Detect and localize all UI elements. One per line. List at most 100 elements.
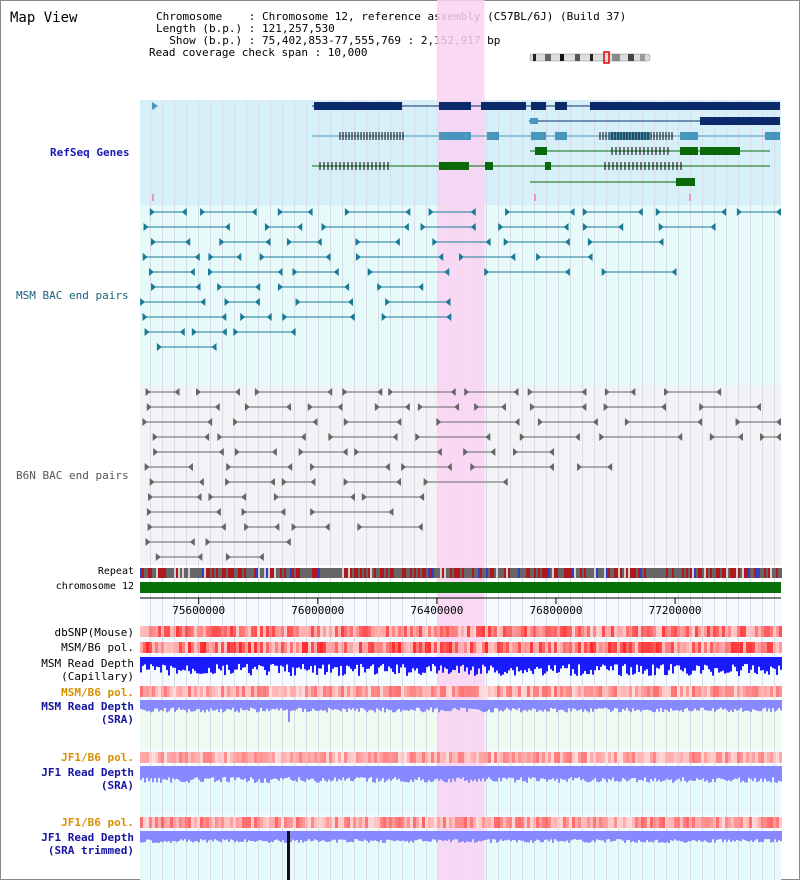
pol-cell — [179, 626, 182, 637]
depth-bar — [474, 657, 476, 676]
pol-cell — [389, 642, 392, 653]
depth-bar — [256, 766, 258, 782]
depth-bar — [156, 831, 158, 843]
pol-cell — [197, 752, 200, 763]
pol-cell — [500, 642, 503, 653]
depth-bar — [660, 766, 662, 782]
depth-bar — [374, 831, 376, 841]
pol-cell — [305, 752, 308, 763]
depth-bar — [294, 700, 296, 711]
depth-bar — [490, 831, 492, 843]
depth-bar — [234, 766, 236, 781]
pol-cell — [512, 626, 515, 637]
depth-bar — [526, 766, 528, 783]
gene-exon — [680, 132, 698, 140]
pol-cell — [266, 752, 269, 763]
bac-end-marker — [200, 298, 206, 306]
pol-cell — [704, 642, 707, 653]
repeat-element — [630, 568, 632, 578]
pol-cell — [353, 752, 356, 763]
depth-bar — [562, 700, 564, 711]
depth-bar — [340, 766, 342, 781]
depth-bar — [654, 700, 656, 713]
depth-bar — [734, 657, 736, 667]
pol-cell — [569, 817, 572, 828]
pol-cell — [572, 752, 575, 763]
depth-bar — [624, 700, 626, 711]
depth-bar — [744, 657, 746, 665]
bac-end-marker — [735, 418, 741, 426]
pol-cell — [140, 752, 143, 763]
depth-bar — [678, 766, 680, 779]
pol-cell — [476, 686, 479, 697]
repeat-element — [538, 568, 540, 578]
pol-cell — [350, 752, 353, 763]
depth-bar — [632, 700, 634, 709]
depth-bar — [688, 831, 690, 842]
depth-bar — [666, 700, 668, 711]
repeat-element — [246, 568, 248, 578]
depth-bar — [148, 766, 150, 782]
repeat-element — [588, 568, 590, 578]
depth-bar — [760, 831, 762, 842]
depth-bar — [218, 657, 220, 669]
gene-exon — [487, 132, 499, 140]
pol-cell — [554, 686, 557, 697]
depth-bar — [590, 700, 592, 709]
pol-cell — [332, 686, 335, 697]
depth-bar — [210, 657, 212, 673]
pol-cell — [431, 686, 434, 697]
depth-bar — [766, 657, 768, 672]
repeat-element — [650, 568, 652, 578]
pol-cell — [695, 686, 698, 697]
depth-bar — [698, 700, 700, 711]
gene-exon — [485, 162, 493, 170]
pol-cell — [548, 686, 551, 697]
depth-bar — [612, 831, 614, 842]
pol-cell — [521, 626, 524, 637]
pol-cell — [617, 686, 620, 697]
depth-bar — [414, 831, 416, 841]
pol-cell — [170, 626, 173, 637]
depth-bar — [344, 700, 346, 710]
depth-bar — [644, 657, 646, 671]
repeat-element — [616, 568, 618, 578]
bac-end-marker — [233, 418, 239, 426]
pol-cell — [464, 642, 467, 653]
depth-bar — [566, 700, 568, 713]
pol-cell — [218, 686, 221, 697]
pol-cell — [689, 686, 692, 697]
depth-bar — [252, 766, 254, 780]
bac-end-marker — [343, 418, 349, 426]
pol-cell — [650, 752, 653, 763]
depth-bar — [462, 657, 464, 665]
depth-bar — [514, 831, 516, 841]
pol-cell — [659, 686, 662, 697]
depth-bar — [420, 657, 422, 675]
depth-bar — [692, 831, 694, 840]
pol-cell — [491, 642, 494, 653]
depth-bar — [604, 831, 606, 843]
depth-bar — [196, 657, 198, 674]
depth-bar — [634, 657, 636, 674]
depth-bar — [308, 657, 310, 670]
depth-bar — [448, 831, 450, 840]
pol-cell — [287, 817, 290, 828]
ideogram-band — [612, 54, 620, 61]
pol-cell — [479, 752, 482, 763]
pol-cell — [173, 642, 176, 653]
repeat-element — [634, 568, 636, 578]
pol-cell — [179, 752, 182, 763]
depth-bar — [298, 700, 300, 708]
repeat-element — [532, 568, 534, 578]
pol-cell — [734, 626, 737, 637]
gene-exon — [555, 102, 567, 110]
depth-bar — [608, 766, 610, 780]
depth-bar — [250, 766, 252, 778]
depth-bar — [646, 831, 648, 840]
depth-bar — [610, 700, 612, 712]
depth-bar — [592, 657, 594, 675]
depth-bar — [412, 657, 414, 669]
pol-cell — [188, 817, 191, 828]
